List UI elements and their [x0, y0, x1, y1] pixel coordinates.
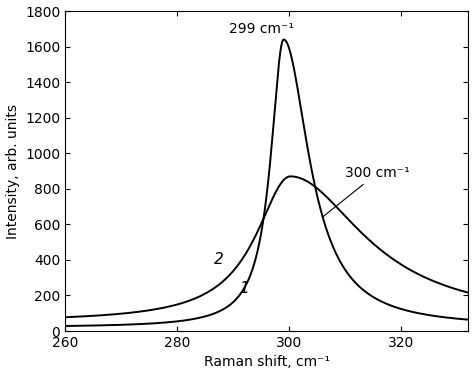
Text: 1: 1 — [239, 281, 249, 296]
Text: 300 cm⁻¹: 300 cm⁻¹ — [322, 166, 410, 217]
Text: 299 cm⁻¹: 299 cm⁻¹ — [229, 22, 294, 36]
X-axis label: Raman shift, cm⁻¹: Raman shift, cm⁻¹ — [204, 356, 330, 369]
Text: 2: 2 — [214, 252, 224, 267]
Y-axis label: Intensity, arb. units: Intensity, arb. units — [6, 104, 19, 238]
